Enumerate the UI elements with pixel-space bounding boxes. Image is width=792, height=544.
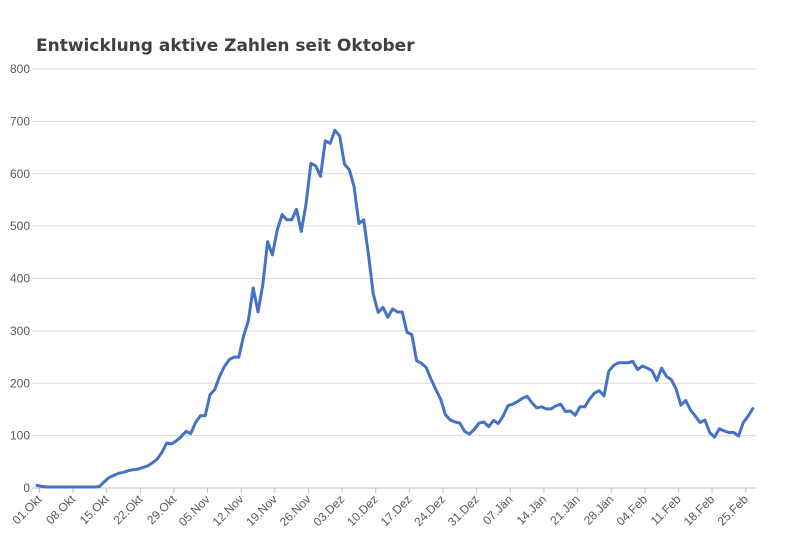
x-tick-label: 05.Nov [176, 492, 213, 529]
x-tick-label: 10.Dez [344, 492, 381, 529]
x-tick-label: 07.Jän [480, 492, 515, 527]
x-tick-label: 26.Nov [277, 492, 314, 529]
y-tick-label: 400 [10, 272, 30, 286]
x-tick-label: 21.Jän [547, 492, 582, 527]
x-tick-label: 04.Feb [614, 492, 651, 529]
x-tick-label: 19.Nov [243, 492, 280, 529]
x-tick-label: 28.Jän [581, 492, 616, 527]
chart-title: Entwicklung aktive Zahlen seit Oktober [36, 36, 415, 56]
series-line [35, 128, 755, 489]
x-tick-label: 24.Dez [411, 492, 448, 529]
y-tick-label: 100 [10, 429, 30, 443]
x-tick-label: 11.Feb [648, 492, 684, 528]
y-tick-label: 800 [10, 62, 30, 76]
x-tick-label: 18.Feb [681, 492, 718, 529]
x-tick-label: 29.Okt [144, 492, 179, 527]
x-tick-label: 01.Okt [10, 492, 45, 527]
y-tick-label: 0 [23, 481, 30, 495]
y-tick-label: 700 [10, 114, 30, 128]
x-axis-labels: 01.Okt08.Okt15.Okt22.Okt29.Okt05.Nov12.N… [10, 488, 751, 529]
y-tick-label: 300 [10, 324, 30, 338]
x-tick-label: 15.Okt [77, 492, 112, 527]
x-tick-label: 14.Jän [514, 492, 549, 527]
series-group [35, 128, 755, 489]
y-axis-labels: 0 100 200 300 400 500 600 700 800 [10, 62, 30, 495]
x-tick-label: 17.Dez [378, 492, 415, 529]
y-tick-label: 500 [10, 219, 30, 233]
x-tick-label: 12.Nov [210, 492, 247, 529]
x-tick-label: 31.Dez [445, 492, 482, 529]
y-tick-label: 200 [10, 376, 30, 390]
x-tick-label: 03.Dez [310, 492, 347, 529]
x-tick-label: 22.Okt [111, 492, 146, 527]
x-tick-label: 08.Okt [43, 492, 78, 527]
y-tick-label: 600 [10, 167, 30, 181]
x-tick-label: 25.Feb [715, 492, 752, 529]
gridlines [32, 68, 756, 437]
